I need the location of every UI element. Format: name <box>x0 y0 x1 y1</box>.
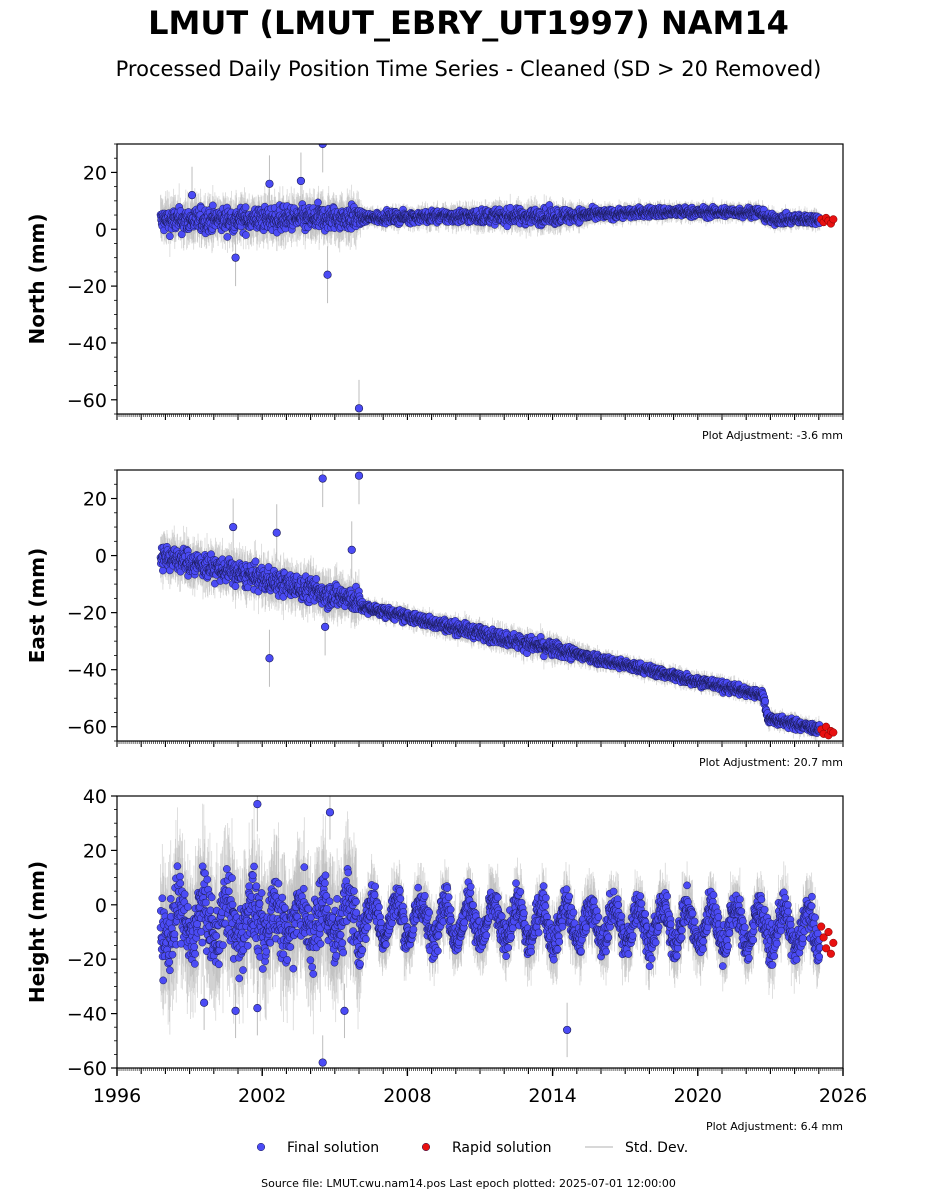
final-outlier-point <box>187 191 197 200</box>
final-point <box>242 231 250 239</box>
plot-adjustment-label: Plot Adjustment: -3.6 mm <box>702 429 843 442</box>
y-tick-label: −60 <box>67 390 107 412</box>
final-point <box>208 201 217 210</box>
panel-1: −60 −40 −20 0 20 North (mm) Plot Adjustment: -… <box>25 143 844 442</box>
final-point <box>314 198 322 207</box>
x-axis <box>116 414 844 420</box>
y-tick-label: 20 <box>83 162 107 184</box>
final-outlier-point <box>323 270 332 279</box>
final-point <box>166 232 174 241</box>
y-tick-label: −20 <box>67 276 107 298</box>
final-outlier-point <box>318 144 327 149</box>
axes-frame <box>116 143 844 415</box>
final-outlier-point <box>265 179 274 188</box>
final-point <box>223 233 232 241</box>
chart-subtitle: Processed Daily Position Time Series - C… <box>115 57 822 81</box>
final-point <box>241 203 250 212</box>
y-tick-label: 0 <box>95 219 107 241</box>
final-solution-points <box>156 144 824 413</box>
y-tick-label: −40 <box>67 333 107 355</box>
plot-area <box>156 144 838 414</box>
rapid-solution-points <box>817 213 838 228</box>
final-outlier-point <box>231 253 240 262</box>
final-outlier-point <box>296 176 306 186</box>
final-outlier-point <box>354 404 364 413</box>
y-axis: −60 −40 −20 0 20 <box>67 143 117 415</box>
std-dev-bars <box>160 144 821 414</box>
y-axis-label: North (mm) <box>25 213 49 344</box>
chart-title: LMUT (LMUT_EBRY_UT1997) NAM14 <box>148 4 789 42</box>
rapid-point <box>829 215 838 224</box>
plot-area <box>156 470 838 741</box>
